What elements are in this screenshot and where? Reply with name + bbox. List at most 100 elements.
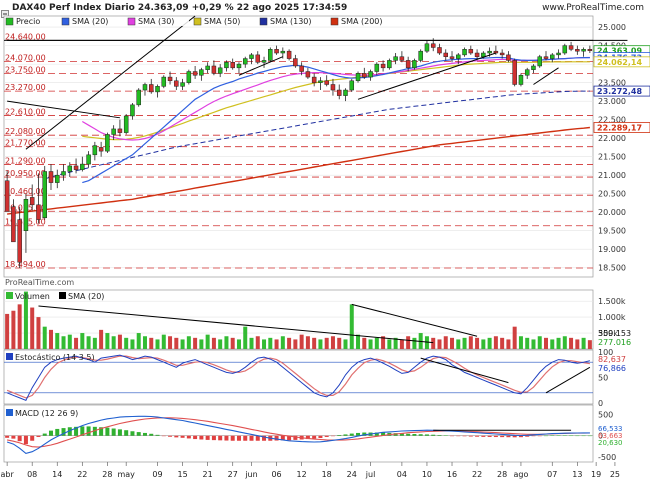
volume-bar [193,337,198,349]
macd-histogram-bar [362,432,367,436]
sma30-line [81,56,590,141]
x-tick-label: 22 [77,470,87,479]
volume-bar [180,339,185,349]
x-tick-label: 12 [297,470,307,479]
macd-histogram-bar [406,433,411,436]
volume-bar [468,336,473,349]
volume-value-label: 359.153 [598,329,631,338]
stoch-trendline [545,366,591,394]
stoch-tick-label: 0 [598,399,603,408]
volume-bar [475,337,480,349]
macd-histogram-bar [243,435,248,441]
candle-body [29,197,35,206]
support-label: 23.750,00 [5,65,46,74]
volume-bar [80,333,85,349]
watermark: ProRealTime.com [5,278,74,287]
volume-bar [142,336,147,349]
macd-histogram-bar [236,435,241,441]
macd-histogram-bar [205,435,210,440]
price-tick-label: 19.500 [598,227,626,236]
x-tick-label: 04 [397,470,407,479]
volume-bar [243,326,248,349]
x-tick-label: ago [514,470,529,479]
volume-bar [36,317,41,349]
volume-bar [55,333,60,349]
macd-value-label: 63,663 [598,432,623,440]
macd-histogram-bar [493,435,498,438]
macd-histogram-bar [374,432,379,436]
volume-legend-text: SMA (20) [68,292,104,301]
price-tick-label: 19.000 [598,245,626,254]
candle-body [581,49,586,52]
candle-body [380,63,386,69]
volume-bar [374,337,379,349]
legend-text: SMA (50) [204,17,240,26]
price-legend-item: SMA (20) [61,17,123,26]
macd-histogram-bar [42,433,47,436]
macd-value-label: 66,533 [598,425,623,433]
candle-body [449,56,455,59]
macd-histogram-bar [418,434,423,436]
volume-bar [74,337,79,349]
x-tick-label: 25 [610,470,620,479]
legend-bg [340,17,397,26]
x-tick-label: jul [365,470,376,479]
macd-histogram-bar [443,435,448,436]
macd-histogram-bar [456,435,461,437]
candle-body [374,63,380,72]
candle-body [487,50,492,54]
stoch-k-line [6,354,591,402]
macd-histogram-bar [356,432,361,436]
volume-bar [362,337,367,349]
candle-body [493,50,499,54]
candle-body [499,52,505,56]
volume-bar [168,336,173,349]
macd-histogram-bar [287,435,292,441]
macd-tick-label: -500 [598,453,616,462]
price-tick-label: 21.000 [598,171,626,180]
site-url[interactable]: www.ProRealTime.com [542,3,644,13]
x-tick-label: jun [244,470,257,479]
macd-histogram-bar [80,426,85,436]
x-tick-label: 10 [422,470,432,479]
candle-body [123,115,129,133]
volume-bar [544,337,549,349]
candle-body [368,71,373,78]
volume-tick-label: 1.500k [598,297,626,306]
support-label: 21.290,00 [5,156,46,165]
candle-body [67,165,73,172]
macd-histogram-bar [556,435,561,436]
candle-body [205,65,210,70]
candle-body [199,69,204,76]
current-value-label: 23.272,48 [597,87,642,96]
candle-body [550,54,555,59]
legend-swatch [259,17,268,26]
macd-histogram-bar [518,435,523,438]
x-tick-label: abr [0,470,14,479]
candle-body [399,56,405,61]
macd-histogram-bar [255,435,260,441]
legend-swatch [61,17,70,26]
macd-histogram-bar [412,434,417,436]
volume-bar [493,336,498,349]
candle-body [42,171,47,219]
volume-bar [581,337,586,349]
macd-histogram-bar [161,435,166,437]
macd-histogram-bar [48,430,53,436]
candle-body [393,56,398,61]
legend-bg [203,17,255,26]
x-tick-label: 13 [572,470,582,479]
macd-histogram-bar [211,435,216,441]
volume-bar [42,326,47,349]
macd-histogram-bar [462,435,467,437]
volume-bar [136,333,141,349]
candle-body [73,165,79,170]
current-value-box [593,85,650,97]
volume-bar [262,339,267,349]
x-tick-label: 27 [228,470,238,479]
volume-bar [412,337,417,349]
macd-histogram-bar [224,435,229,441]
macd-histogram-bar [581,435,586,437]
candle-body [437,47,442,54]
macd-histogram-bar [512,435,517,438]
